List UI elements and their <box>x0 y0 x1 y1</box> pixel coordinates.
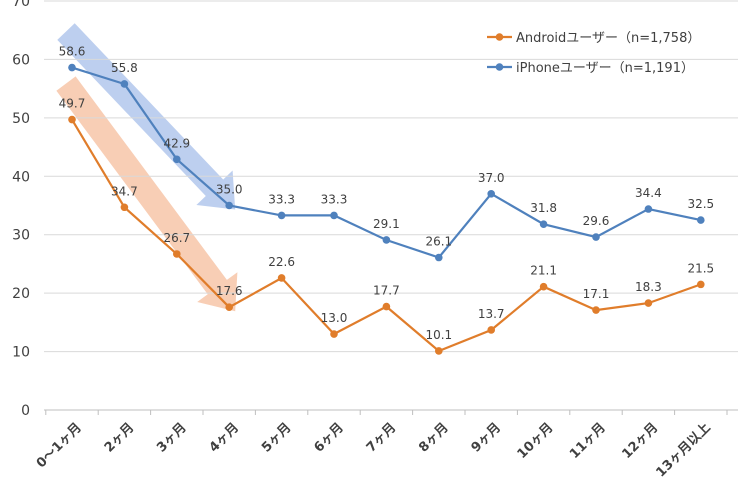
android-data-label: 26.7 <box>163 231 190 245</box>
y-tick-label: 50 <box>12 111 30 127</box>
iphone-point <box>644 205 653 213</box>
android-point <box>68 115 76 124</box>
x-tick-label: 9ヶ月 <box>469 420 504 455</box>
android-data-label: 21.1 <box>530 264 557 278</box>
android-data-label: 18.3 <box>635 280 662 294</box>
iphone-data-label: 37.0 <box>478 171 505 185</box>
android-point <box>225 303 233 311</box>
iphone-point <box>697 216 705 224</box>
android-point <box>644 299 653 307</box>
iphone-point <box>225 201 233 210</box>
iphone-point <box>435 253 443 262</box>
iphone-data-label: 33.3 <box>268 192 295 206</box>
iphone-point <box>592 233 600 241</box>
y-tick-label: 20 <box>12 286 30 302</box>
android-data-label: 10.1 <box>425 328 452 342</box>
android-data-label: 34.7 <box>111 184 138 198</box>
gridlines <box>44 0 738 353</box>
android-legend-label: Androidユーザー（n=1,758） <box>516 31 700 46</box>
android-point <box>277 274 286 282</box>
x-tick-label: 4ヶ月 <box>207 420 242 455</box>
x-tick-label: 0〜1ヶ月 <box>34 420 85 471</box>
x-tick-label: 11ヶ月 <box>567 420 609 462</box>
y-tick-label: 60 <box>12 52 30 68</box>
android-data-label: 17.1 <box>583 287 610 301</box>
iphone-point <box>277 211 286 220</box>
iphone-point <box>68 63 76 72</box>
iphone-legend-label: iPhoneユーザー（n=1,191） <box>516 61 694 76</box>
data-labels: 49.7 34.7 26.7 17.6 22.6 13.0 17.7 10.1 13.7 21.1… <box>59 45 715 342</box>
iphone-data-label: 26.1 <box>425 235 452 249</box>
android-point <box>539 282 548 291</box>
android-point <box>487 326 496 334</box>
x-tick-label: 10ヶ月 <box>515 420 557 462</box>
y-tick-label: 30 <box>12 228 30 244</box>
x-tick-label: 5ヶ月 <box>259 420 294 455</box>
x-tick-label: 6ヶ月 <box>311 420 346 455</box>
series-group <box>68 63 705 355</box>
android-data-label: 21.5 <box>687 261 714 275</box>
x-tick-label: 2ヶ月 <box>102 420 137 455</box>
legend: Androidユーザー（n=1,758） iPhoneユーザー（n=1,191） <box>487 31 700 76</box>
iphone-data-label: 33.3 <box>321 192 348 206</box>
android-point <box>382 302 391 311</box>
x-tick-label: 7ヶ月 <box>364 420 399 455</box>
android-data-label: 22.6 <box>268 255 295 269</box>
iphone-point <box>382 236 391 244</box>
android-data-label: 49.7 <box>59 97 86 111</box>
y-tick-label: 40 <box>12 169 30 185</box>
x-tick-label: 8ヶ月 <box>416 420 451 455</box>
android-data-label: 13.7 <box>478 307 505 321</box>
iphone-data-label: 55.8 <box>111 61 138 75</box>
iphone-data-label: 35.0 <box>216 183 243 197</box>
x-tick-label: 3ヶ月 <box>154 420 189 455</box>
y-tick-label: 10 <box>12 345 30 361</box>
iphone-data-label: 29.1 <box>373 217 400 231</box>
android-data-label: 17.6 <box>216 284 243 298</box>
android-data-label: 13.0 <box>321 311 348 325</box>
android-point <box>592 306 600 314</box>
android-point <box>173 250 181 258</box>
android-point <box>330 330 338 338</box>
iphone-data-label: 32.5 <box>687 197 714 211</box>
x-tick-label: 12ヶ月 <box>619 420 661 462</box>
iphone-point <box>487 190 496 198</box>
iphone-point <box>120 80 129 88</box>
iphone-point <box>539 220 548 228</box>
y-tick-label: 70 <box>12 0 30 10</box>
android-point <box>697 280 705 289</box>
x-tick-label: 13ヶ月以上 <box>653 420 713 480</box>
iphone-data-label: 42.9 <box>163 136 190 150</box>
android-trend-arrow <box>56 76 238 312</box>
trend-arrows <box>56 23 238 312</box>
android-point <box>435 347 443 355</box>
iphone-data-label: 31.8 <box>530 201 557 215</box>
iphone-data-label: 34.4 <box>635 186 662 200</box>
android-data-label: 17.7 <box>373 284 400 298</box>
iphone-legend-marker <box>495 63 504 71</box>
android-point <box>120 203 129 212</box>
iphone-data-label: 29.6 <box>583 214 610 228</box>
android-legend-marker <box>495 33 504 41</box>
iphone-data-label: 58.6 <box>59 45 86 59</box>
y-tick-label: 0 <box>21 403 30 419</box>
iphone-point <box>330 211 338 220</box>
iphone-point <box>173 155 181 164</box>
